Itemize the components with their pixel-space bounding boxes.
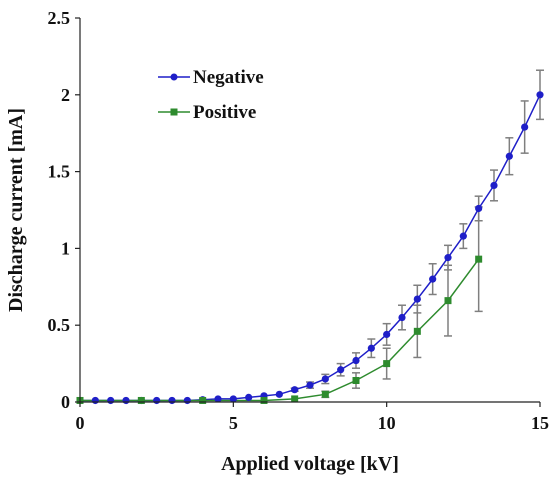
x-tick-label: 15 [531,413,549,433]
data-point-negative [275,390,283,398]
y-tick-label: 2 [61,85,70,105]
legend-label-negative: Negative [193,67,264,88]
series-lines [80,94,541,402]
data-point-negative [291,386,299,394]
data-point-positive [199,396,207,404]
legend-label-positive: Positive [193,102,256,123]
legend-marker-positive [170,108,178,116]
data-point-negative [352,356,360,365]
legend-item-negative: Negative [158,67,264,88]
x-tick-label: 5 [229,413,238,433]
data-point-negative [536,91,544,99]
y-tick-label: 0.5 [48,315,71,335]
x-tick-label: 0 [76,413,85,433]
y-tick-label: 1.5 [48,162,71,182]
y-tick-label: 2.5 [48,8,71,28]
data-point-negative [122,396,130,405]
data-point-negative [521,123,529,131]
y-axis-ticks: 0 0.5 1 1.5 2 2.5 [48,8,80,412]
data-point-negative [429,275,437,283]
legend-item-positive: Positive [158,102,256,123]
x-axis-ticks: 0 5 10 15 [76,402,549,433]
y-tick-label: 0 [61,392,70,412]
data-point-negative [413,295,421,303]
data-point-negative [183,396,191,405]
data-point-positive [383,360,391,368]
plot-area [76,69,544,405]
y-tick-label: 1 [61,238,70,258]
axes: 0 5 10 15 0 0.5 1 1.5 2 2.5 [48,8,550,433]
data-point-positive [137,396,145,404]
data-point-positive [475,255,483,263]
data-point-negative [168,396,176,405]
data-point-positive [321,390,329,398]
legend-marker-negative [170,73,178,81]
data-point-negative [459,232,467,240]
data-point-negative [91,396,99,405]
data-point-positive [260,396,268,404]
data-point-positive [352,376,360,384]
series-line-negative [80,94,541,402]
data-point-negative [383,330,391,339]
data-point-negative [475,204,483,213]
x-axis-title: Applied voltage [kV] [221,453,399,475]
data-point-negative [490,181,498,190]
data-point-positive [444,297,452,305]
series-markers [76,91,544,405]
data-point-negative [398,313,406,322]
data-point-negative [107,396,115,405]
data-point-positive [413,327,421,335]
data-point-negative [321,375,329,383]
x-tick-label: 10 [378,413,396,433]
data-point-positive [291,395,299,403]
data-point-negative [337,366,345,374]
data-point-negative [229,395,237,403]
data-point-negative [245,393,253,401]
data-point-negative [214,395,222,403]
data-point-negative [505,152,513,160]
legend: Negative Positive [158,67,264,123]
error-bars [290,69,544,399]
data-point-negative [306,381,314,389]
data-point-negative [444,254,452,262]
y-axis-title: Discharge current [mA] [5,108,27,312]
data-point-negative [367,344,375,352]
data-point-negative [153,396,161,405]
